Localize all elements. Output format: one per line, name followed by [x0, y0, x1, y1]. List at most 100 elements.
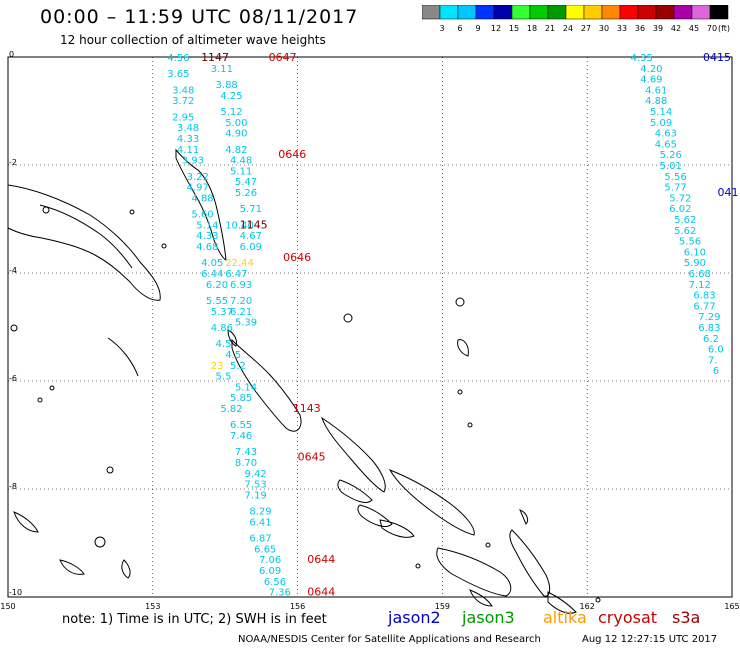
swh-value-label: 6.65	[254, 544, 276, 555]
swh-value-label: 7.06	[259, 555, 281, 566]
colorbar-label: 15	[509, 24, 519, 33]
west-altimeter-track: 4.56 3.11 3.65 3.88 3.48 4.25 3.72 5.12 2.95 5.00…	[167, 51, 335, 599]
swh-value-label: 5.09	[650, 118, 672, 129]
swh-value-label: 4.88	[191, 193, 213, 204]
swh-value-label: 5.62	[674, 226, 696, 237]
swh-value-label: 4.11	[177, 145, 199, 156]
colorbar-label: 33	[617, 24, 627, 33]
map-border	[7, 56, 733, 598]
pass-time-label: 0644	[307, 553, 335, 566]
swh-value-label: 4.35	[631, 53, 653, 64]
colorbar-label: 9	[475, 24, 480, 33]
swh-value-label: 3.65	[167, 69, 189, 80]
wave-height-colorbar: 3 6 9 12 15 18 21 24 27 30 33 36 39 42 45 70 (ft)	[422, 5, 730, 33]
swh-value-label: 5.72	[669, 193, 691, 204]
swh-value-label: 4.33	[196, 231, 218, 242]
swh-value-label: 5.56	[679, 237, 701, 248]
swh-value-label: 4.48	[230, 156, 252, 167]
colorbar-label: 6	[457, 24, 462, 33]
swh-value-label: 8.70	[235, 458, 257, 469]
colorbar-label: 18	[527, 24, 537, 33]
swh-value-label: 3.22	[187, 172, 209, 183]
swh-value-label: 7.29	[698, 312, 720, 323]
swh-value-label: 3.48	[172, 85, 194, 96]
colorbar-label: 39	[653, 24, 663, 33]
swh-value-label: 3.88	[216, 80, 238, 91]
colorbar-label: 12	[491, 24, 501, 33]
swh-value-label: 7.53	[245, 480, 267, 491]
swh-value-label: 23	[211, 361, 224, 372]
swh-value-label: 4.5	[225, 350, 241, 361]
swh-value-label: 4.67	[240, 231, 262, 242]
swh-value-label: 6.10	[684, 247, 706, 258]
swh-value-label: 4.86	[211, 323, 233, 334]
swh-value-label: 6.47	[225, 269, 247, 280]
swh-value-label: 6	[713, 366, 719, 377]
swh-value-label: 7.43	[235, 447, 257, 458]
swh-value-label: 5.26	[235, 188, 257, 199]
swh-value-label: 4.63	[655, 129, 677, 140]
swh-value-label: 6.0	[708, 345, 724, 356]
swh-value-label: 7.12	[689, 280, 711, 291]
swh-value-label: 7.19	[245, 490, 267, 501]
satellite-s3a: s3a	[672, 608, 701, 627]
swh-value-label: 4.88	[645, 96, 667, 107]
swh-value-label: 6.44	[201, 269, 223, 280]
coastlines	[7, 148, 601, 614]
pass-time-label: 1145	[240, 218, 268, 231]
pass-time-label: 0644	[307, 586, 335, 599]
y-tick-label: -2	[9, 158, 17, 167]
swh-value-label: 4.90	[225, 129, 247, 140]
swh-value-label: 6.56	[264, 577, 286, 588]
colorbar-label: 42	[671, 24, 681, 33]
footer-credit: NOAA/NESDIS Center for Satellite Applica…	[238, 634, 541, 645]
x-tick-label: 159	[435, 602, 450, 611]
swh-value-label: 5.37	[211, 307, 233, 318]
y-tick-label: -4	[9, 266, 17, 275]
swh-value-label: 4.20	[640, 64, 662, 75]
swh-value-label: 5.60	[191, 210, 213, 221]
swh-value-label: 4.33	[177, 134, 199, 145]
swh-value-label: 7.46	[230, 431, 252, 442]
x-tick-label: 162	[580, 602, 595, 611]
swh-value-label: 6.93	[230, 280, 252, 291]
swh-value-label: 7.	[708, 355, 718, 366]
swh-value-label: 4.97	[187, 183, 209, 194]
swh-value-label: 22.44	[225, 258, 254, 269]
swh-value-label: 3.11	[211, 64, 233, 75]
swh-value-label: 4.56	[167, 53, 189, 64]
swh-value-label: 5.14	[196, 220, 218, 231]
swh-value-label: 6.20	[206, 280, 228, 291]
colorbar-label: 70	[707, 24, 717, 33]
swh-value-label: 5.2	[230, 361, 246, 372]
pass-time-label: 0645	[298, 451, 326, 464]
colorbar-label: 24	[563, 24, 573, 33]
swh-value-label: 5.01	[660, 161, 682, 172]
swh-value-label: 4.69	[640, 75, 662, 86]
swh-value-label: 3.72	[172, 96, 194, 107]
swh-value-label: 4.65	[655, 139, 677, 150]
y-tick-label: -10	[9, 588, 22, 597]
swh-value-label: 6.09	[259, 566, 281, 577]
x-tick-label: 165	[724, 602, 739, 611]
swh-value-label: 6.87	[249, 534, 271, 545]
swh-value-label: 8.29	[249, 507, 271, 518]
swh-value-label: 5.00	[225, 118, 247, 129]
swh-value-label: 5.85	[230, 393, 252, 404]
colorbar-label: 3	[439, 24, 444, 33]
colorbar-label: 30	[599, 24, 609, 33]
swh-value-label: 5.90	[684, 258, 706, 269]
swh-value-label: 10.40	[225, 220, 254, 231]
swh-value-label: 6.83	[693, 291, 715, 302]
satellite-jason3: jason3	[462, 608, 515, 627]
pass-time-label: 0415	[703, 51, 731, 64]
y-tick-label: 0	[9, 50, 14, 59]
swh-value-label: 3.48	[177, 123, 199, 134]
swh-value-label: 4.5	[216, 339, 232, 350]
x-tick-label: 156	[290, 602, 305, 611]
swh-value-label: 9.42	[245, 469, 267, 480]
swh-value-label: 5.5	[216, 372, 232, 383]
swh-value-label: 7.36	[269, 588, 291, 599]
swh-value-label: 6.21	[230, 307, 252, 318]
swh-value-label: 6.83	[698, 323, 720, 334]
